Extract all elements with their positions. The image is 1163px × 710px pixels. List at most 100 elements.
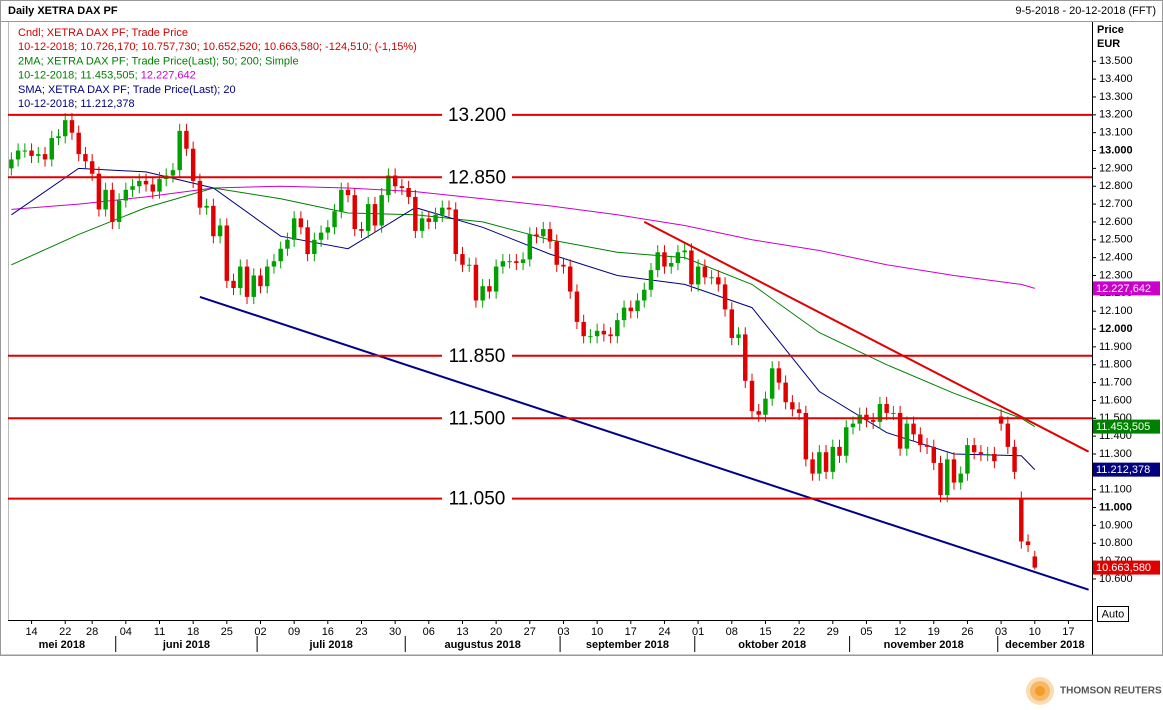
candle-body <box>332 211 337 228</box>
candle-body <box>938 462 943 496</box>
y-axis-title: Price <box>1097 24 1124 36</box>
x-tick-label: 18 <box>187 626 199 638</box>
candle-body <box>689 250 694 285</box>
candle-body <box>170 170 176 176</box>
candle-body <box>238 266 243 288</box>
y-tick-label: 12.400 <box>1099 252 1133 264</box>
candle-body <box>931 446 936 463</box>
y-tick-label: 12.500 <box>1099 234 1133 246</box>
candle-body <box>904 423 910 449</box>
candle-body <box>392 175 398 187</box>
candle-body <box>588 336 593 338</box>
candle-body <box>541 229 546 237</box>
candle-body <box>911 423 916 435</box>
candle-body <box>965 445 970 474</box>
candle-body <box>190 148 196 181</box>
candle-body <box>716 277 721 285</box>
candle-body <box>291 218 297 240</box>
candle-body <box>419 218 425 231</box>
candle-body <box>312 239 317 255</box>
price-box <box>1093 419 1160 434</box>
price-box-label: 11.453,505 <box>1096 421 1150 433</box>
candle-body <box>446 207 452 210</box>
candle-body <box>285 239 290 249</box>
candle-body <box>1032 556 1037 568</box>
legend-text: 10-12-2018; 11.212,378 <box>18 98 135 110</box>
y-tick-label: 10.600 <box>1099 573 1133 585</box>
plot-area <box>8 113 1092 591</box>
candle-body <box>204 205 209 208</box>
candle-body <box>527 234 533 260</box>
x-tick-label: 14 <box>25 626 37 638</box>
x-tick-label: 10 <box>1029 626 1041 638</box>
month-label: oktober 2018 <box>738 639 806 651</box>
candle-body <box>743 334 748 381</box>
moving-average <box>11 167 1036 470</box>
candle-body <box>1025 541 1031 546</box>
legend-text: 12.227,642 <box>141 70 196 82</box>
y-tick-label: 12.000 <box>1099 323 1133 335</box>
candle-body <box>642 289 647 301</box>
candle-body <box>244 266 250 297</box>
candle-body <box>547 229 553 242</box>
candle-body <box>648 270 654 290</box>
y-tick-label: 13.000 <box>1099 144 1133 156</box>
moving-average <box>11 185 1035 289</box>
candle-body <box>271 261 277 267</box>
date-range: 9-5-2018 - 20-12-2018 (FFT) <box>1015 5 1156 17</box>
y-tick-label: 12.300 <box>1099 269 1133 281</box>
candle-body <box>359 229 364 231</box>
candle-body <box>534 234 539 237</box>
auto-button-label[interactable]: Auto <box>1102 608 1125 620</box>
candle-body <box>123 189 129 201</box>
candle-body <box>844 427 849 456</box>
legend-entry: SMA; XETRA DAX PF; Trade Price(Last); 20 <box>18 84 236 96</box>
price-box <box>1093 560 1160 575</box>
candle-body <box>837 446 842 456</box>
candle-body <box>709 277 714 279</box>
y-tick-label: 11.800 <box>1099 359 1132 371</box>
level-label: 12.850 <box>448 167 506 188</box>
candle-body <box>29 150 34 156</box>
candle-body <box>500 261 506 267</box>
candle-body <box>49 138 54 160</box>
x-tick-label: 20 <box>490 626 502 638</box>
candle-body <box>507 261 512 263</box>
candle-body <box>567 266 573 292</box>
candle-body <box>96 173 102 210</box>
candle-body <box>143 180 149 185</box>
candle-body <box>278 248 283 262</box>
legend-entry: Cndl; XETRA DAX PF; Trade Price <box>18 27 188 39</box>
legend-text: SMA; XETRA DAX PF; Trade Price(Last); 20 <box>18 84 236 96</box>
x-tick-label: 17 <box>1062 626 1074 638</box>
candle-body <box>460 254 465 265</box>
candle-body <box>217 225 223 237</box>
x-tick-label: 09 <box>288 626 300 638</box>
x-tick-label: 19 <box>928 626 940 638</box>
candle-body <box>305 227 310 255</box>
x-tick-label: 03 <box>995 626 1007 638</box>
y-tick-label: 12.100 <box>1099 305 1133 317</box>
auto-button[interactable] <box>1097 606 1129 622</box>
candle-body <box>817 452 822 474</box>
candle-body <box>89 161 95 174</box>
legend-text: 10-12-2018; 11.453,505; <box>18 70 141 82</box>
candle-body <box>42 154 48 160</box>
candle-body <box>998 416 1004 424</box>
x-tick-label: 26 <box>961 626 973 638</box>
month-label: december 2018 <box>1005 639 1085 651</box>
candle-body <box>608 334 613 337</box>
legend-entry: 2MA; XETRA DAX PF; Trade Price(Last); 50… <box>18 55 299 67</box>
month-label: augustus 2018 <box>444 639 520 651</box>
price-box <box>1093 462 1160 477</box>
candle-body <box>493 266 499 292</box>
level-label: 11.050 <box>449 489 506 510</box>
x-tick-label: 10 <box>591 626 603 638</box>
x-tick-label: 05 <box>860 626 872 638</box>
candle-body <box>668 262 674 267</box>
y-tick-label: 12.600 <box>1099 216 1133 228</box>
candle-body <box>197 180 203 208</box>
x-tick-label: 30 <box>389 626 401 638</box>
y-tick-label: 11.600 <box>1099 394 1132 406</box>
